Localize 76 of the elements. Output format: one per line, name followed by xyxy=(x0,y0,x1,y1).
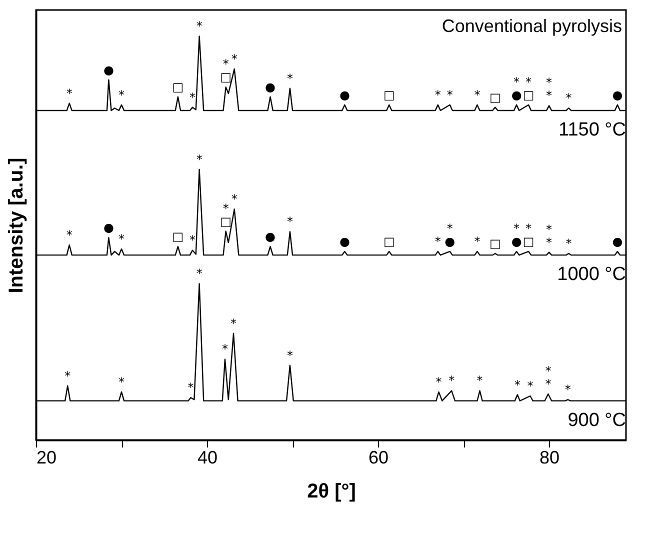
annotation: * xyxy=(231,52,238,66)
annotation: * xyxy=(545,364,552,378)
annotation: * xyxy=(230,316,237,330)
annotation: ● xyxy=(103,220,114,235)
series-label: 900 °C xyxy=(568,410,626,431)
series-label: 1150 °C xyxy=(558,120,626,141)
annotation: * xyxy=(566,91,572,106)
annotation: * xyxy=(222,57,229,72)
annotation: □ xyxy=(172,80,184,94)
annotation: * xyxy=(188,380,194,395)
annotation: ● xyxy=(339,234,350,248)
annotation: * xyxy=(546,88,552,103)
annotation: □ xyxy=(490,90,501,104)
annotation: * xyxy=(434,88,441,102)
y-axis-title: Intensity [a.u.] xyxy=(6,158,28,294)
annotation: □ xyxy=(522,234,534,248)
annotation: * xyxy=(514,378,520,392)
annotation: * xyxy=(436,374,442,389)
annotation: * xyxy=(448,374,455,388)
annotation: * xyxy=(546,235,552,250)
annotation: * xyxy=(286,71,293,86)
annotation: * xyxy=(434,234,441,248)
annotation: ● xyxy=(612,88,623,102)
annotation: ● xyxy=(444,234,456,248)
annotation: * xyxy=(286,214,293,229)
series-label: 1000 °C xyxy=(557,264,626,286)
annotation: * xyxy=(546,222,552,236)
annotation: * xyxy=(231,192,238,206)
annotation: * xyxy=(196,266,202,281)
annotation: ● xyxy=(265,230,276,244)
annotation: * xyxy=(189,233,196,248)
x-tick-label: 80 xyxy=(540,448,560,468)
annotation: * xyxy=(446,221,453,236)
annotation: * xyxy=(196,152,202,166)
annotation: * xyxy=(66,86,72,100)
annotation: * xyxy=(564,382,571,397)
annotation: * xyxy=(527,378,534,393)
annotation: * xyxy=(446,88,453,102)
annotation: * xyxy=(189,90,196,104)
annotation: * xyxy=(118,88,125,102)
annotation: □ xyxy=(383,88,395,102)
annotation: □ xyxy=(220,70,232,84)
annotation: ● xyxy=(103,62,114,77)
annotation: * xyxy=(514,221,520,236)
annotation: ● xyxy=(612,234,623,248)
annotation: * xyxy=(514,74,520,89)
annotation: * xyxy=(66,228,72,242)
annotation: * xyxy=(118,374,125,389)
annotation: * xyxy=(196,19,202,34)
annotation: * xyxy=(526,74,532,89)
annotation: □ xyxy=(522,88,534,102)
annotation: * xyxy=(118,232,125,246)
annotation: □ xyxy=(490,236,501,250)
annotation: ● xyxy=(339,88,350,102)
annotation: □ xyxy=(172,230,184,244)
annotation: * xyxy=(476,374,483,388)
annotation: □ xyxy=(383,234,395,248)
x-tick-label: 20 xyxy=(36,448,57,468)
annotation: □ xyxy=(220,214,232,228)
text: Conventional pyrolysis xyxy=(442,16,622,36)
annotation: * xyxy=(286,348,293,362)
annotation: * xyxy=(222,342,228,356)
annotation: * xyxy=(546,76,552,90)
x-tick-label: 40 xyxy=(198,448,218,468)
annotation: * xyxy=(474,234,480,248)
annotation: ● xyxy=(265,80,276,94)
annotation: * xyxy=(526,221,532,236)
annotation: * xyxy=(474,88,480,102)
annotation: ● xyxy=(511,234,522,248)
annotation: * xyxy=(545,376,552,391)
x-tick-label: 60 xyxy=(368,448,389,468)
annotation: ● xyxy=(511,88,522,102)
x-axis-title: 2θ [°] xyxy=(307,480,356,502)
annotation: * xyxy=(566,236,572,250)
annotation: * xyxy=(222,201,229,216)
annotation: * xyxy=(64,368,71,383)
